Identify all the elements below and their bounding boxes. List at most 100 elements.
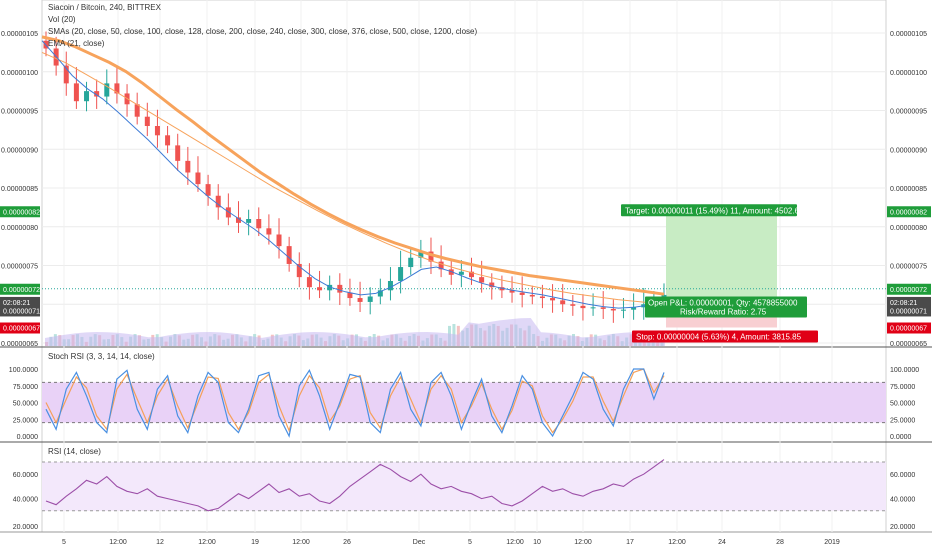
price-tick-right: 0.00000100 (890, 70, 927, 77)
right-price-badge (887, 305, 931, 317)
time-tick-label: 12:00 (109, 539, 127, 546)
right-price-badge (887, 322, 931, 334)
price-tick-right: 0.00000065 (890, 341, 927, 348)
price-tick-right: 0.00000085 (890, 186, 927, 193)
right-price-badge-text: 0.00000071 (890, 308, 927, 315)
stoch-tick-right: 25.0000 (890, 417, 915, 424)
rsi-tick-left: 60.0000 (13, 472, 38, 479)
price-tick-left: 0.00000090 (1, 147, 38, 154)
candle-body (256, 219, 262, 229)
candle-body (134, 104, 140, 117)
candle-body (246, 219, 252, 223)
candle-body (529, 294, 535, 297)
rsi-tick-left: 40.0000 (13, 497, 38, 504)
candle-body (519, 292, 525, 295)
time-tick-label: 12:00 (198, 539, 216, 546)
legend-rsi: RSI (14, close) (48, 447, 101, 456)
left-price-badge (0, 206, 40, 218)
stop-label: Stop: 0.00000004 (5.63%) 4, Amount: 3815… (636, 333, 802, 342)
legend-ema: EMA (21, close) (48, 39, 105, 48)
candle-body (469, 271, 475, 278)
candle-body (610, 308, 616, 311)
stoch-tick-left: 0.0000 (17, 434, 39, 441)
price-tick-right: 0.00000075 (890, 264, 927, 271)
price-tick-right: 0.00000090 (890, 147, 927, 154)
price-tick-right: 0.00000105 (890, 31, 927, 38)
open-pnl-box (645, 296, 807, 318)
legend-vol: Vol (20) (48, 15, 76, 24)
candle-body (296, 263, 302, 278)
candle-body (550, 298, 556, 301)
candle-body (418, 251, 424, 258)
left-price-badge-text: 02:08:21 (3, 300, 30, 307)
time-tick-label: 12:00 (574, 539, 592, 546)
rsi-band (42, 462, 886, 511)
candle-body (489, 282, 495, 288)
time-tick-label: 19 (251, 539, 259, 546)
candle-body (286, 246, 292, 264)
left-price-badge (0, 305, 40, 317)
left-price-badge (0, 296, 40, 308)
candle-body (560, 300, 566, 305)
candle-body (428, 251, 434, 262)
price-tick-left: 0.00000085 (1, 186, 38, 193)
price-tick-left: 0.00000075 (1, 264, 38, 271)
time-tick-label: 5 (468, 539, 472, 546)
candle-body (347, 292, 353, 299)
price-tick-right: 0.00000095 (890, 109, 927, 116)
candle-body (94, 91, 100, 97)
candle-body (377, 290, 383, 297)
time-tick-label: 12:00 (292, 539, 310, 546)
time-tick-label: 12:00 (506, 539, 524, 546)
stoch-tick-left: 50.0000 (13, 401, 38, 408)
candle-body (499, 287, 505, 291)
stoch-tick-left: 25.0000 (13, 417, 38, 424)
candle-body (509, 290, 515, 293)
candle-body (600, 307, 606, 309)
right-price-badge (887, 296, 931, 308)
rsi-tick-right: 40.0000 (890, 497, 915, 504)
candle-body (387, 281, 393, 291)
rsi-tick-left: 20.0000 (13, 524, 38, 531)
stoch-tick-right: 50.0000 (890, 401, 915, 408)
time-tick-label: 26 (343, 539, 351, 546)
stoch-band (42, 382, 886, 423)
legend-stoch: Stoch RSI (3, 3, 14, 14, close) (48, 352, 155, 361)
left-price-badge (0, 322, 40, 334)
price-tick-left: 0.00000105 (1, 31, 38, 38)
stoch-tick-right: 100.0000 (890, 367, 919, 374)
right-price-badge-text: 0.00000082 (890, 209, 927, 216)
candle-body (63, 65, 69, 84)
candle-body (357, 298, 363, 302)
candle-body (306, 277, 312, 288)
candle-body (215, 195, 221, 208)
stoch-tick-left: 100.0000 (9, 367, 38, 374)
left-price-badge-text: 0.00000072 (3, 287, 40, 294)
candle-body (154, 126, 160, 136)
candle-body (620, 309, 626, 311)
candle-body (580, 305, 586, 309)
candle-body (317, 287, 323, 291)
candle-body (337, 284, 343, 293)
ema-line (41, 40, 665, 309)
time-tick-label: 12:00 (668, 539, 686, 546)
sma-thick-line (41, 35, 665, 296)
open-pnl-label: Open P&L: 0.00000001, Qty: 4578855000 (648, 299, 798, 308)
time-tick-label: 10 (533, 539, 541, 546)
right-price-badge (887, 283, 931, 295)
volume-ma-area (45, 318, 665, 346)
candle-body (73, 83, 79, 102)
target-zone (666, 211, 777, 297)
candle-body (175, 145, 181, 161)
candle-body (165, 135, 171, 146)
price-tick-left: 0.00000095 (1, 109, 38, 116)
candle-body (84, 91, 90, 102)
time-tick-label: 5 (62, 539, 66, 546)
candle-body (631, 307, 637, 310)
target-label-box (621, 204, 797, 217)
left-price-badge-text: 0.00000082 (3, 209, 40, 216)
rsi-tick-right: 60.0000 (890, 472, 915, 479)
rsi-line (45, 459, 665, 512)
right-price-badge-text: 0.00000072 (890, 287, 927, 294)
